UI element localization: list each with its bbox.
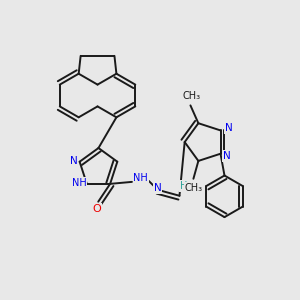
Text: N: N <box>70 156 78 166</box>
Text: NH: NH <box>134 173 148 183</box>
Text: NH: NH <box>71 178 86 188</box>
Text: N: N <box>154 183 162 193</box>
Text: CH₃: CH₃ <box>182 92 200 101</box>
Text: H: H <box>180 181 187 191</box>
Text: N: N <box>225 123 232 134</box>
Text: CH₃: CH₃ <box>184 183 202 193</box>
Text: N: N <box>223 151 230 161</box>
Text: O: O <box>92 204 100 214</box>
